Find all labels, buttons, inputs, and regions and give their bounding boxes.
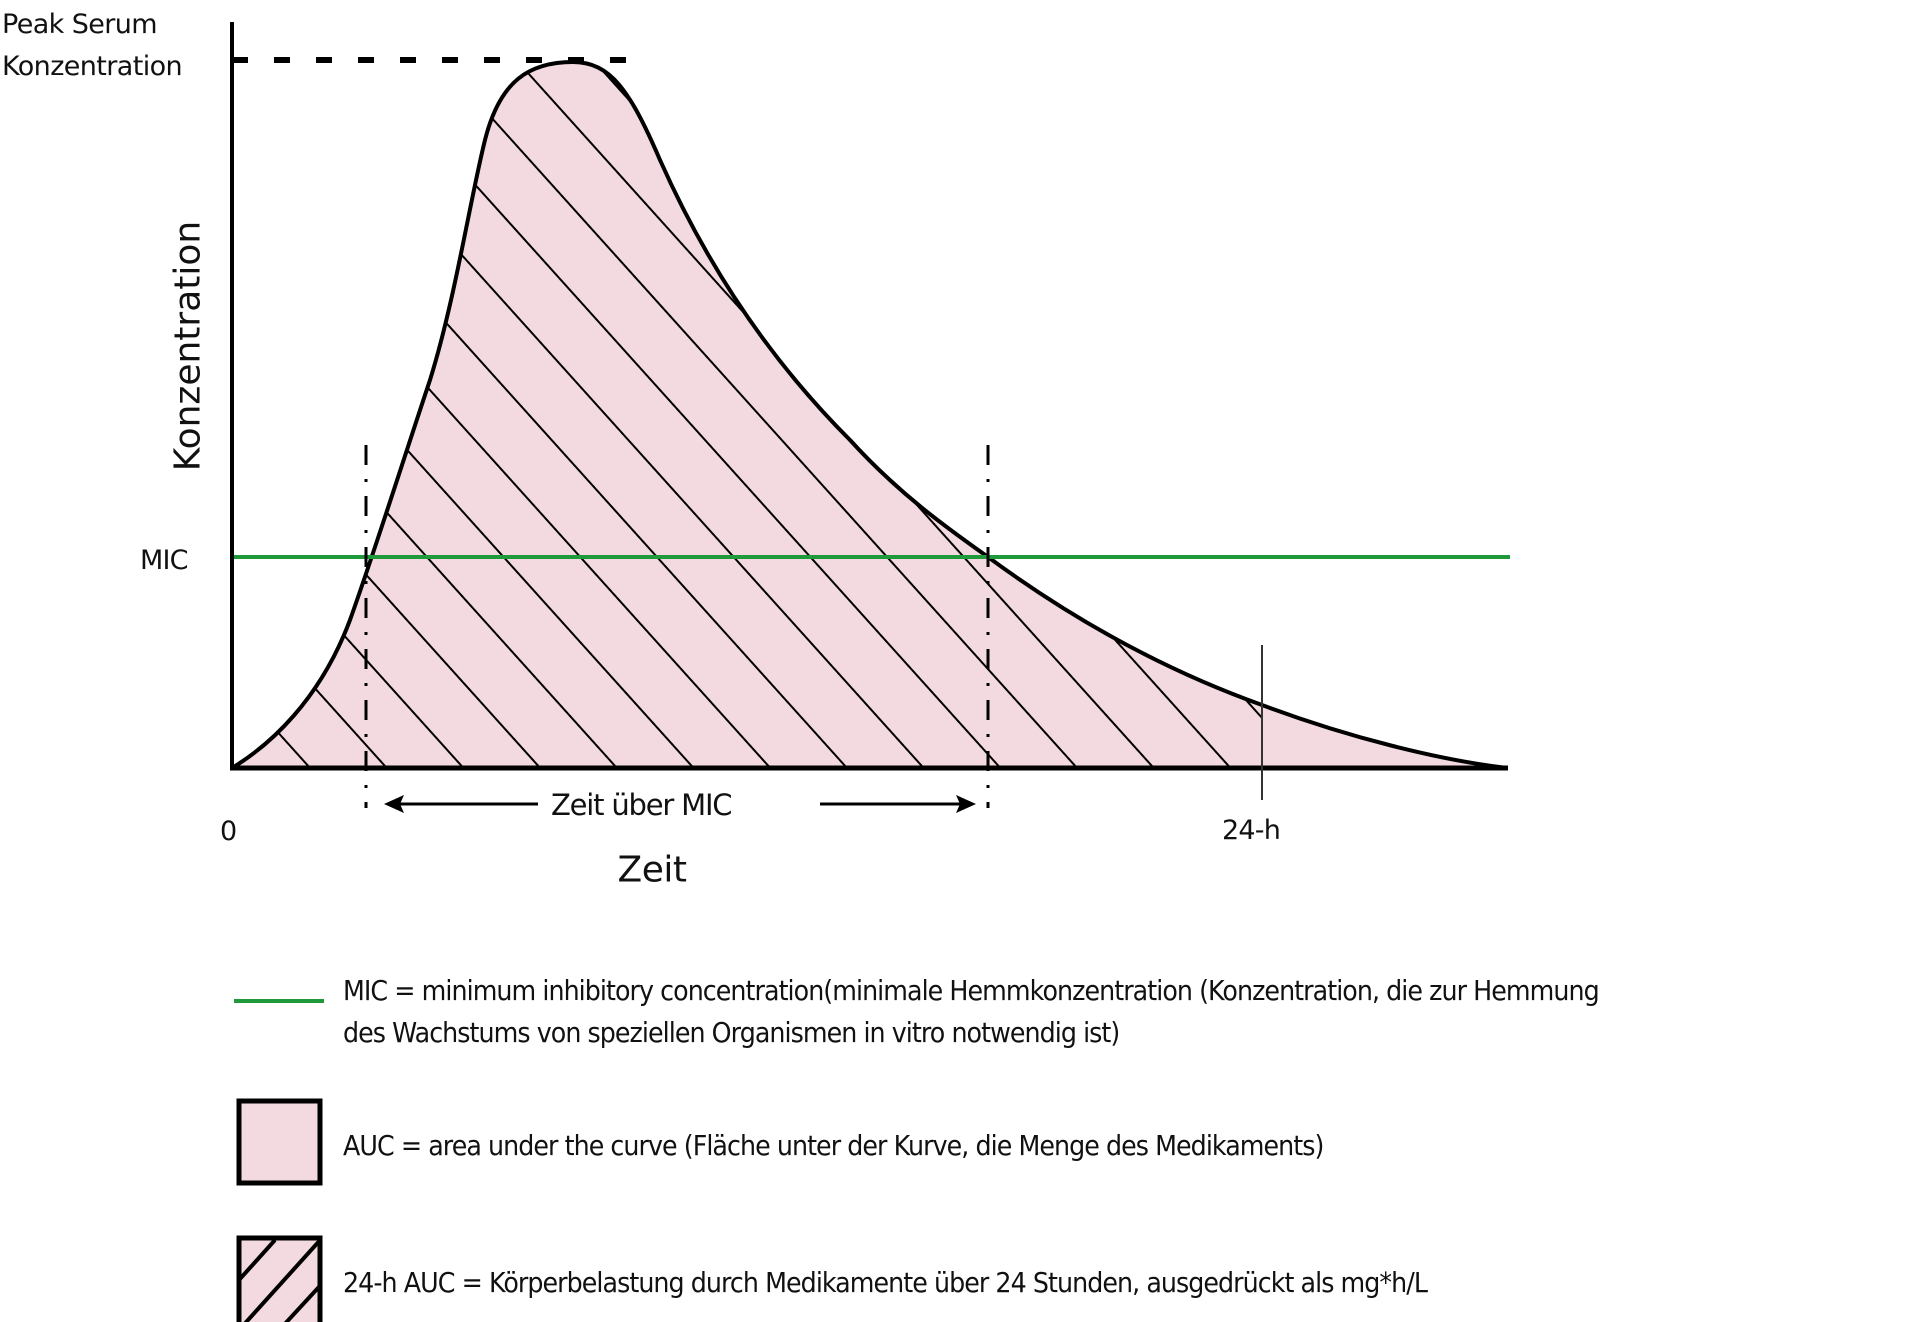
legend-auc24-text: 24-h AUC = Körperbelastung durch Medikam…: [343, 1266, 1428, 1299]
y-axis-label: Konzentration: [167, 220, 209, 472]
peak-label-line2: Konzentration: [2, 51, 183, 82]
legend-auc24-swatch: [236, 1235, 323, 1322]
concentration-curve: [230, 59, 1508, 770]
peak-label-line1: Peak Serum: [2, 9, 158, 40]
legend-auc-swatch: [236, 1098, 323, 1186]
peak-serum-label: Peak Serum Konzentration: [2, 4, 183, 88]
legend-mic-text-line2: des Wachstums von speziellen Organismen …: [343, 1016, 1120, 1049]
x-axis-label: Zeit: [617, 849, 687, 891]
arrow-left-icon: [384, 795, 538, 813]
mic-axis-label: MIC: [140, 545, 189, 576]
arrow-right-icon: [820, 795, 976, 813]
h24-label: 24-h: [1222, 815, 1281, 846]
time-above-mic-label: Zeit über MIC: [551, 788, 733, 822]
auc-24h-hatched-area: [232, 62, 1262, 768]
legend-mic-text-line1: MIC = minimum inhibitory concentration(m…: [343, 974, 1600, 1007]
origin-label: 0: [220, 816, 238, 847]
legend-auc-text: AUC = area under the curve (Fläche unter…: [343, 1129, 1324, 1162]
